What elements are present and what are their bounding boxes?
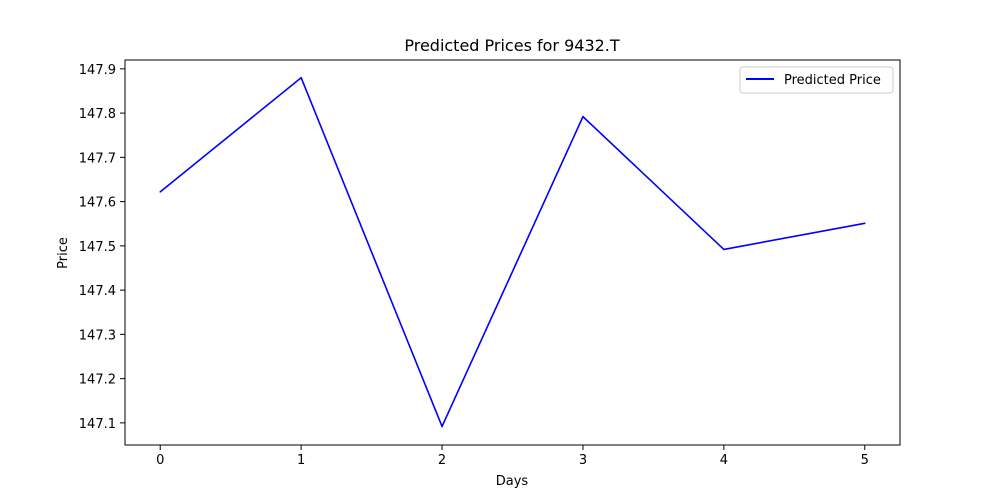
x-tick-label: 1 bbox=[297, 453, 305, 468]
x-tick-label: 4 bbox=[720, 453, 728, 468]
data-point bbox=[582, 115, 584, 118]
data-point bbox=[723, 248, 725, 251]
y-axis-label: Price bbox=[56, 237, 71, 269]
legend: Predicted Price bbox=[739, 66, 894, 94]
y-tick-label: 147.5 bbox=[79, 240, 116, 255]
data-point bbox=[441, 425, 443, 428]
y-tick-label: 147.1 bbox=[79, 417, 116, 432]
y-tick-label: 147.3 bbox=[79, 328, 116, 343]
y-tick-label: 147.2 bbox=[79, 373, 116, 388]
y-axis-ticks: 147.1 147.2 147.3 147.4 147.5 147.6 147.7 147.8… bbox=[79, 63, 125, 432]
y-tick-label: 147.4 bbox=[79, 284, 116, 299]
series-line-0 bbox=[159, 76, 865, 428]
data-point bbox=[863, 222, 866, 225]
x-tick-label: 2 bbox=[438, 453, 446, 468]
data-point bbox=[159, 191, 162, 193]
y-tick-label: 147.9 bbox=[79, 63, 116, 78]
y-tick-label: 147.6 bbox=[79, 196, 116, 211]
x-axis-label: Days bbox=[496, 474, 529, 489]
y-tick-label: 147.7 bbox=[79, 151, 116, 166]
chart-title: Predicted Prices for 9432.T bbox=[404, 36, 620, 55]
series-layer bbox=[159, 76, 866, 428]
legend-box bbox=[739, 66, 894, 94]
data-point bbox=[300, 76, 302, 79]
x-tick-label: 0 bbox=[156, 453, 164, 468]
y-tick-label: 147.8 bbox=[79, 107, 116, 122]
x-tick-label: 3 bbox=[579, 453, 587, 468]
legend-entry: Predicted Price bbox=[784, 73, 881, 88]
x-tick-label: 5 bbox=[861, 453, 869, 468]
x-axis-ticks: 0 1 2 3 4 5 bbox=[156, 445, 869, 468]
plot-frame bbox=[124, 59, 901, 446]
